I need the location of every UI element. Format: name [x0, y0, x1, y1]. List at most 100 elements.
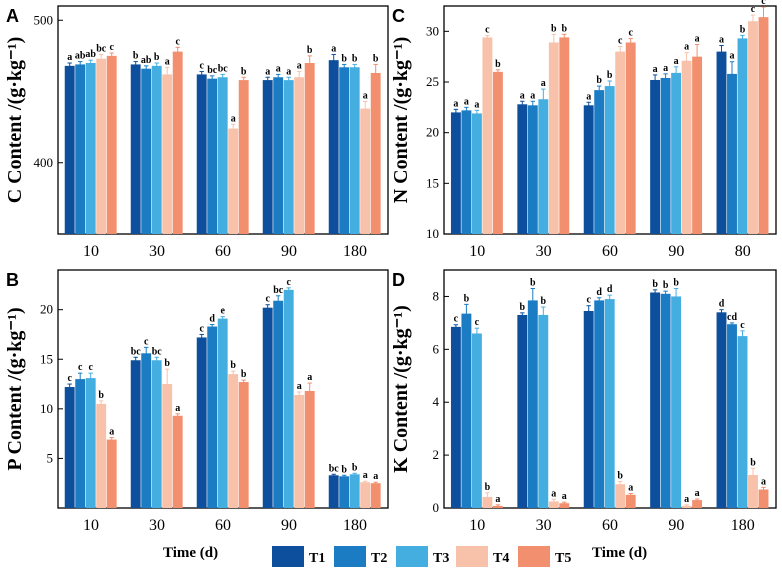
panel-d-ytick-label-3: 6 — [433, 341, 440, 356]
panel-b-xtick-label-3: 90 — [281, 517, 297, 534]
panel-c-xtick-label-2: 60 — [602, 243, 618, 260]
panel-c-ylabel: N Content /(g·kg⁻¹) — [390, 37, 412, 204]
x-axis-label-right: Time (d) — [592, 545, 647, 561]
panel-c-sig-4-3: c — [751, 4, 756, 15]
panel-c-bar-4-1 — [727, 73, 737, 234]
panel-a-bar-1-0 — [130, 64, 141, 234]
panel-d-bar-3-2 — [671, 296, 682, 508]
panel-b-bar-2-0 — [196, 337, 207, 508]
panel-d-bar-0-2 — [471, 333, 482, 508]
panel-c-xtick-label-3: 90 — [668, 243, 684, 260]
panel-b-ytick-label-3: 20 — [40, 302, 53, 317]
panel-c-xtick-label-1: 30 — [536, 243, 552, 260]
panel-d-sig-2-4: a — [628, 482, 633, 493]
legend-label-t3: T3 — [433, 551, 449, 566]
panel-a-sig-1-4: c — [175, 36, 180, 47]
panel-d-bar-0-3 — [482, 496, 493, 508]
panel-d-sig-3-2: b — [673, 278, 679, 289]
panel-c-sig-4-4: c — [761, 0, 766, 7]
panel-a-sig-2-2: bc — [218, 63, 229, 74]
panel-d-sig-2-2: d — [607, 284, 613, 295]
panel-a-xtick-label-0: 10 — [83, 243, 99, 260]
panel-b-sig-2-1: d — [209, 314, 215, 325]
panel-a-bar-2-3 — [228, 128, 239, 234]
panel-b-sig-3-2: c — [286, 277, 291, 288]
panel-c-xtick-label-0: 10 — [469, 243, 485, 260]
legend-swatch-t5 — [518, 546, 550, 567]
legend-label-t1: T1 — [309, 551, 325, 566]
panel-d-bar-2-2 — [604, 299, 615, 508]
panel-b-sig-1-4: a — [175, 403, 180, 414]
panel-d-bar-1-2 — [538, 314, 549, 508]
panel-d-bar-4-2 — [737, 336, 748, 508]
x-axis-label-left: Time (d) — [163, 545, 218, 561]
panel-b-ylabel: P Content /(g·kg⁻¹) — [4, 307, 26, 470]
panel-b-sig-2-2: e — [220, 306, 225, 317]
panel-d-sig-1-4: a — [562, 491, 567, 502]
panel-c-bar-1-0 — [517, 104, 528, 234]
panel-c-bar-2-3 — [615, 51, 626, 234]
panel-b-bar-1-1 — [141, 353, 152, 508]
panel-a-sig-2-1: bc — [207, 65, 218, 76]
legend-swatch-t2 — [334, 546, 366, 567]
panel-c-bar-2-0 — [583, 105, 594, 234]
panel-c-sig-1-2: a — [541, 78, 546, 89]
panel-c-bar-4-4 — [758, 17, 769, 234]
panel-b-bar-4-4 — [370, 483, 381, 508]
panel-c-sig-0-1: a — [464, 96, 469, 107]
panel-b-bar-1-3 — [162, 384, 173, 508]
panel-c-sig-2-4: c — [628, 27, 633, 38]
panel-a-bar-0-1 — [75, 64, 86, 234]
panel-c-bar-2-2 — [604, 86, 615, 234]
panel-d-xtick-label-0: 10 — [469, 517, 485, 534]
panel-b-bar-3-1 — [273, 300, 284, 508]
panel-d-xtick-label-3: 90 — [668, 517, 684, 534]
panel-b-bar-4-2 — [349, 474, 360, 508]
panel-a-bar-4-4 — [370, 72, 381, 234]
panel-c-ytick-label-4: 30 — [426, 23, 439, 38]
panel-b-ytick-label-1: 10 — [40, 401, 53, 416]
panel-d-sig-3-1: b — [663, 280, 669, 291]
panel-b-ytick-label-2: 15 — [40, 351, 53, 366]
panel-d-ytick-label-4: 8 — [433, 288, 440, 303]
panel-d-xtick-label-2: 60 — [602, 517, 618, 534]
panel-a-sig-4-4: b — [373, 53, 379, 64]
panel-a-bar-2-1 — [207, 78, 218, 234]
panel-d-xtick-label-1: 30 — [536, 517, 552, 534]
panel-b-sig-1-2: bc — [152, 346, 163, 357]
panel-b-sig-0-1: c — [78, 362, 83, 373]
panel-a-bar-0-4 — [106, 55, 117, 234]
panel-a-bar-1-4 — [172, 51, 183, 234]
panel-c-sig-4-2: b — [740, 24, 746, 35]
panel-a-bar-3-4 — [304, 63, 315, 234]
panel-a-sig-1-2: b — [154, 52, 160, 63]
panel-c-sig-1-1: a — [530, 90, 535, 101]
panel-b-sig-1-0: bc — [131, 346, 142, 357]
panel-d-bar-0-1 — [461, 313, 472, 508]
panel-d-letter: D — [392, 270, 405, 290]
panel-b-bar-2-4 — [238, 382, 249, 508]
panel-d-ytick-label-0: 0 — [433, 500, 440, 515]
panel-c-sig-2-0: a — [586, 91, 591, 102]
panel-c-sig-4-1: a — [730, 51, 735, 62]
panel-d-sig-1-3: a — [551, 488, 556, 499]
panel-b-bar-2-2 — [217, 318, 228, 508]
panel-a-bar-4-1 — [339, 67, 350, 235]
panel-d-sig-4-2: c — [740, 320, 745, 331]
panel-a-bar-4-3 — [360, 108, 371, 234]
panel-a-xtick-label-2: 60 — [215, 243, 231, 260]
panel-b-bar-4-1 — [339, 476, 350, 508]
panel-c-sig-0-0: a — [453, 98, 458, 109]
panel-a-sig-4-0: a — [331, 43, 336, 54]
panel-c-sig-3-0: a — [653, 64, 658, 75]
panel-c-letter: C — [392, 6, 405, 26]
panel-d-sig-0-4: a — [495, 494, 500, 505]
panel-c-bar-3-1 — [660, 77, 671, 235]
panel-b-sig-0-4: a — [109, 427, 114, 438]
panel-d-bar-4-0 — [716, 312, 727, 508]
panel-c-bar-1-4 — [559, 37, 570, 235]
panel-d-bar-4-4 — [758, 489, 769, 508]
